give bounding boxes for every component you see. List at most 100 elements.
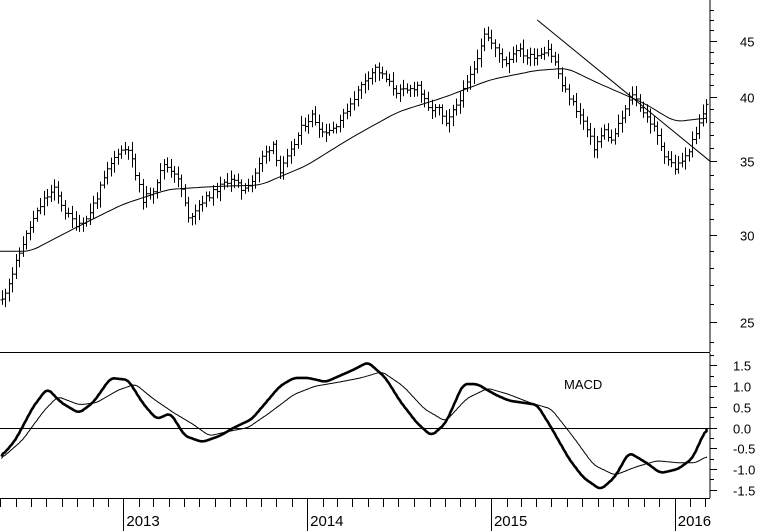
price-bar [451,104,456,127]
price-bar [17,247,22,268]
price-bar [659,128,664,152]
price-bar [645,104,650,123]
price-bar [461,80,466,108]
price-bar [77,214,82,232]
price-bar [535,48,540,66]
price-bar [398,84,403,103]
price-bar [486,26,491,42]
price-bar [35,207,40,222]
price-bar [200,195,205,212]
price-bar [289,141,294,164]
price-bar [281,156,286,180]
price-bar [549,43,554,63]
price-bar [454,98,459,116]
price-bar [571,95,576,106]
price-bar [563,76,568,93]
price-bar [42,190,47,216]
price-bar [197,200,202,221]
price-bar [179,174,184,198]
price-bar [447,109,452,133]
price-bar [366,71,371,91]
price-bar [489,29,494,50]
price-bar [588,122,593,145]
price-bar [218,176,223,202]
price-bar [620,110,625,133]
price-bar [38,198,43,215]
price-bar [370,68,375,85]
price-bar [694,126,699,145]
price-bar [14,254,19,280]
price-bar [172,165,177,183]
price-bar [211,185,216,206]
price-bars [0,26,709,308]
price-bar [468,66,473,90]
price-bar [616,114,621,137]
price-bar [690,131,695,158]
price-bar [63,200,68,220]
price-bar [193,204,198,225]
price-bar [10,267,15,293]
macd-y-tick-label: -1.0 [733,463,755,478]
price-y-tick-label: 30 [740,229,754,244]
price-bar [260,150,265,172]
price-bar [542,46,547,60]
year-label: 2014 [310,513,343,530]
price-bar [525,49,530,65]
price-bar [444,110,449,127]
price-bar [310,109,315,128]
price-bar [7,278,12,302]
price-bar [31,210,36,233]
price-bar [66,207,71,218]
price-bar [296,132,301,149]
price-bar [687,148,692,162]
price-moving-average [0,68,707,252]
price-bar [472,61,477,84]
price-bar [419,81,424,103]
price-bar [331,121,336,134]
price-bar [257,157,262,183]
price-y-tick-label: 40 [740,91,754,106]
price-bar [169,158,174,178]
price-bar [334,123,339,134]
price-bar [479,38,484,68]
price-bar [676,155,681,174]
price-bar [384,70,389,83]
price-bar [701,104,706,127]
time-axis-ticks [0,499,706,531]
price-bar [511,46,516,63]
price-bar [165,157,170,173]
price-bar [556,53,561,79]
price-bar [141,179,146,210]
price-bar [669,151,674,168]
price-bar [592,127,597,158]
price-bar [176,166,181,188]
price-bar [422,89,427,108]
price-bar [521,39,526,64]
macd-y-tick-label: -1.5 [733,484,755,499]
price-bar [359,81,364,100]
price-bar [405,83,410,94]
price-bar [126,146,131,160]
price-bar [532,48,537,66]
price-bar [497,43,502,63]
price-bar [59,191,64,212]
price-bar [21,236,26,257]
price-y-tick-label: 35 [740,155,754,170]
price-bar [250,175,255,193]
macd-y-tick-label: 1.5 [733,359,751,374]
price-bar [207,191,212,202]
price-bar [0,290,5,305]
price-bar [102,170,107,189]
price-bar [91,195,96,219]
price-bar [158,163,163,191]
price-bar [88,203,93,226]
price-bar [317,114,322,138]
price-bar [105,161,110,185]
price-bar [680,152,685,168]
price-bar [595,135,600,159]
price-bar [437,104,442,116]
price-bar [222,179,227,190]
price-bar [56,181,61,204]
price-trendline [536,19,711,162]
